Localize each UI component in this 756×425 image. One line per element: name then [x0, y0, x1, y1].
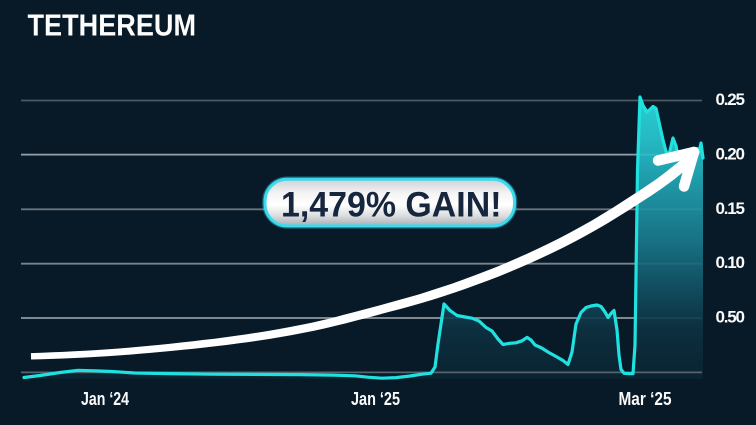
svg-text:Mar ‘25: Mar ‘25 [619, 388, 672, 409]
svg-text:Jan ‘24: Jan ‘24 [81, 388, 130, 409]
svg-text:Jan ‘25: Jan ‘25 [351, 388, 400, 409]
svg-text:0.25: 0.25 [716, 90, 746, 109]
svg-text:TETHEREUM: TETHEREUM [28, 9, 197, 43]
svg-text:0.50: 0.50 [716, 308, 746, 327]
svg-text:1,479% GAIN!: 1,479% GAIN! [281, 185, 502, 224]
svg-text:0.15: 0.15 [716, 199, 746, 218]
svg-text:0.10: 0.10 [716, 253, 746, 272]
svg-text:0.20: 0.20 [716, 145, 746, 164]
